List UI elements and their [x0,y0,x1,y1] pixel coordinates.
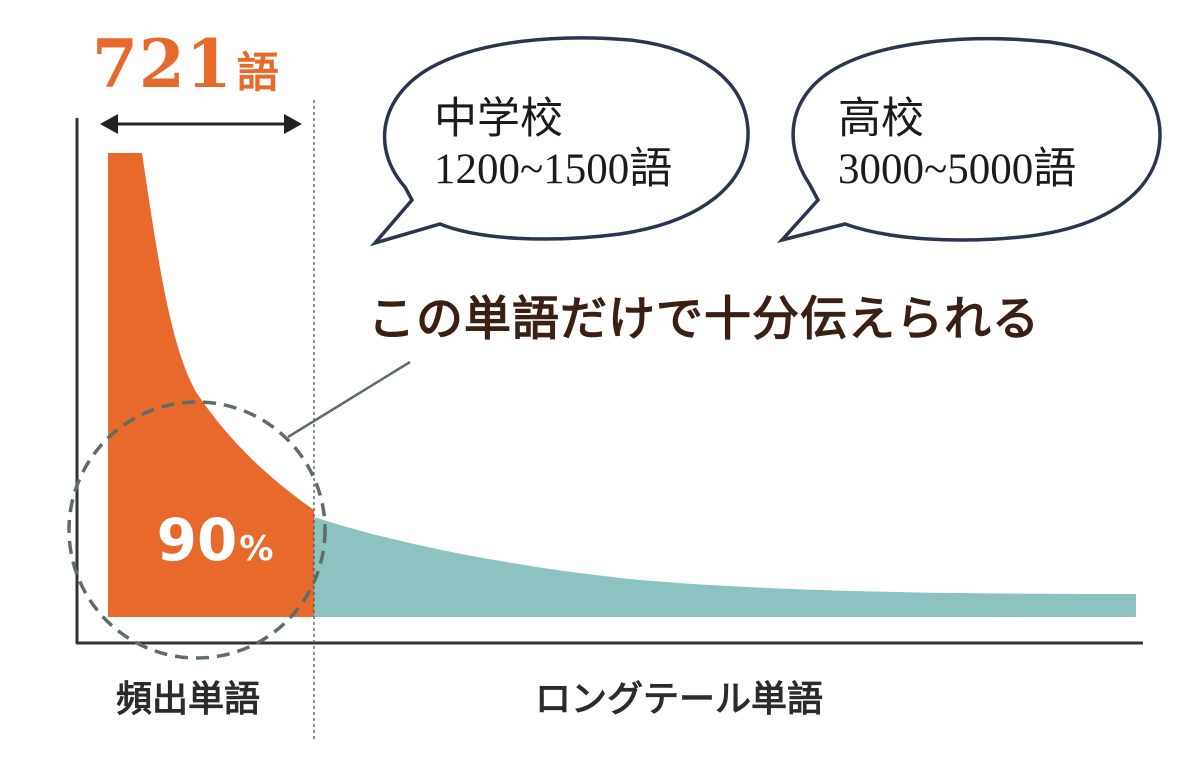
frequent-words-area [108,153,314,617]
bubble-junior-high [369,36,750,247]
frequent-words-label: 頻出単語 [116,679,261,720]
junior-high-range: 1200~1500語 [434,146,673,193]
high-school-label: 高校 [838,96,924,143]
percentage-symbol: % [239,529,274,569]
callout-text: この単語だけで十分伝えられる [368,292,1040,347]
core-word-count-unit: 語 [236,48,280,97]
long-tail-words-label: ロングテール単語 [535,679,824,720]
high-school-range: 3000~5000語 [838,146,1077,193]
high-school-bubble-text: 高校 3000~5000語 [838,95,1076,195]
bubble-high-school [776,36,1162,244]
core-word-count: 721語 [92,20,280,108]
highlight-circle [67,400,327,660]
leader-line [287,360,411,439]
long-tail-area [314,517,1136,617]
percentage-value: 90 [156,506,238,574]
percentage-label: 90% [150,506,280,574]
core-word-count-number: 721 [92,25,233,103]
double-arrow-icon [100,114,302,134]
junior-high-bubble-text: 中学校 1200~1500語 [434,95,672,195]
junior-high-label: 中学校 [434,96,563,143]
